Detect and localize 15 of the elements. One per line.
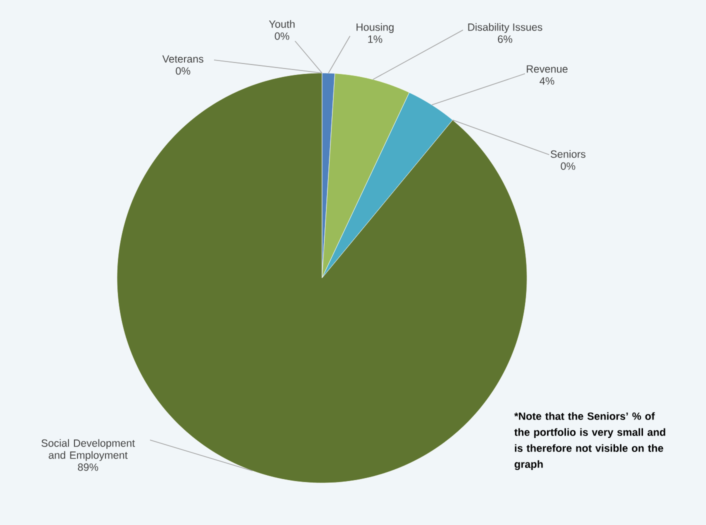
category-label: Seniors <box>550 150 586 158</box>
text: *Note that the Seniors’ % of the portfolio is very small and is therefore not visible on the graph <box>514 412 666 470</box>
data-label: 6% <box>498 35 512 43</box>
text: 0% <box>176 67 190 75</box>
data-label: 1% <box>368 35 382 43</box>
data-label: 4% <box>540 77 554 85</box>
data-label: 89% <box>78 463 98 471</box>
text: 0% <box>274 32 290 40</box>
slice-label: Revenue <box>526 65 568 73</box>
slice-label: Disability Issues <box>468 23 542 33</box>
slice-label: Housing <box>356 23 394 33</box>
slice-label: Social Development and Employment <box>41 439 135 461</box>
text: 0% <box>560 162 576 170</box>
category-label: Youth <box>269 20 295 28</box>
category-label: Veterans <box>162 55 204 63</box>
